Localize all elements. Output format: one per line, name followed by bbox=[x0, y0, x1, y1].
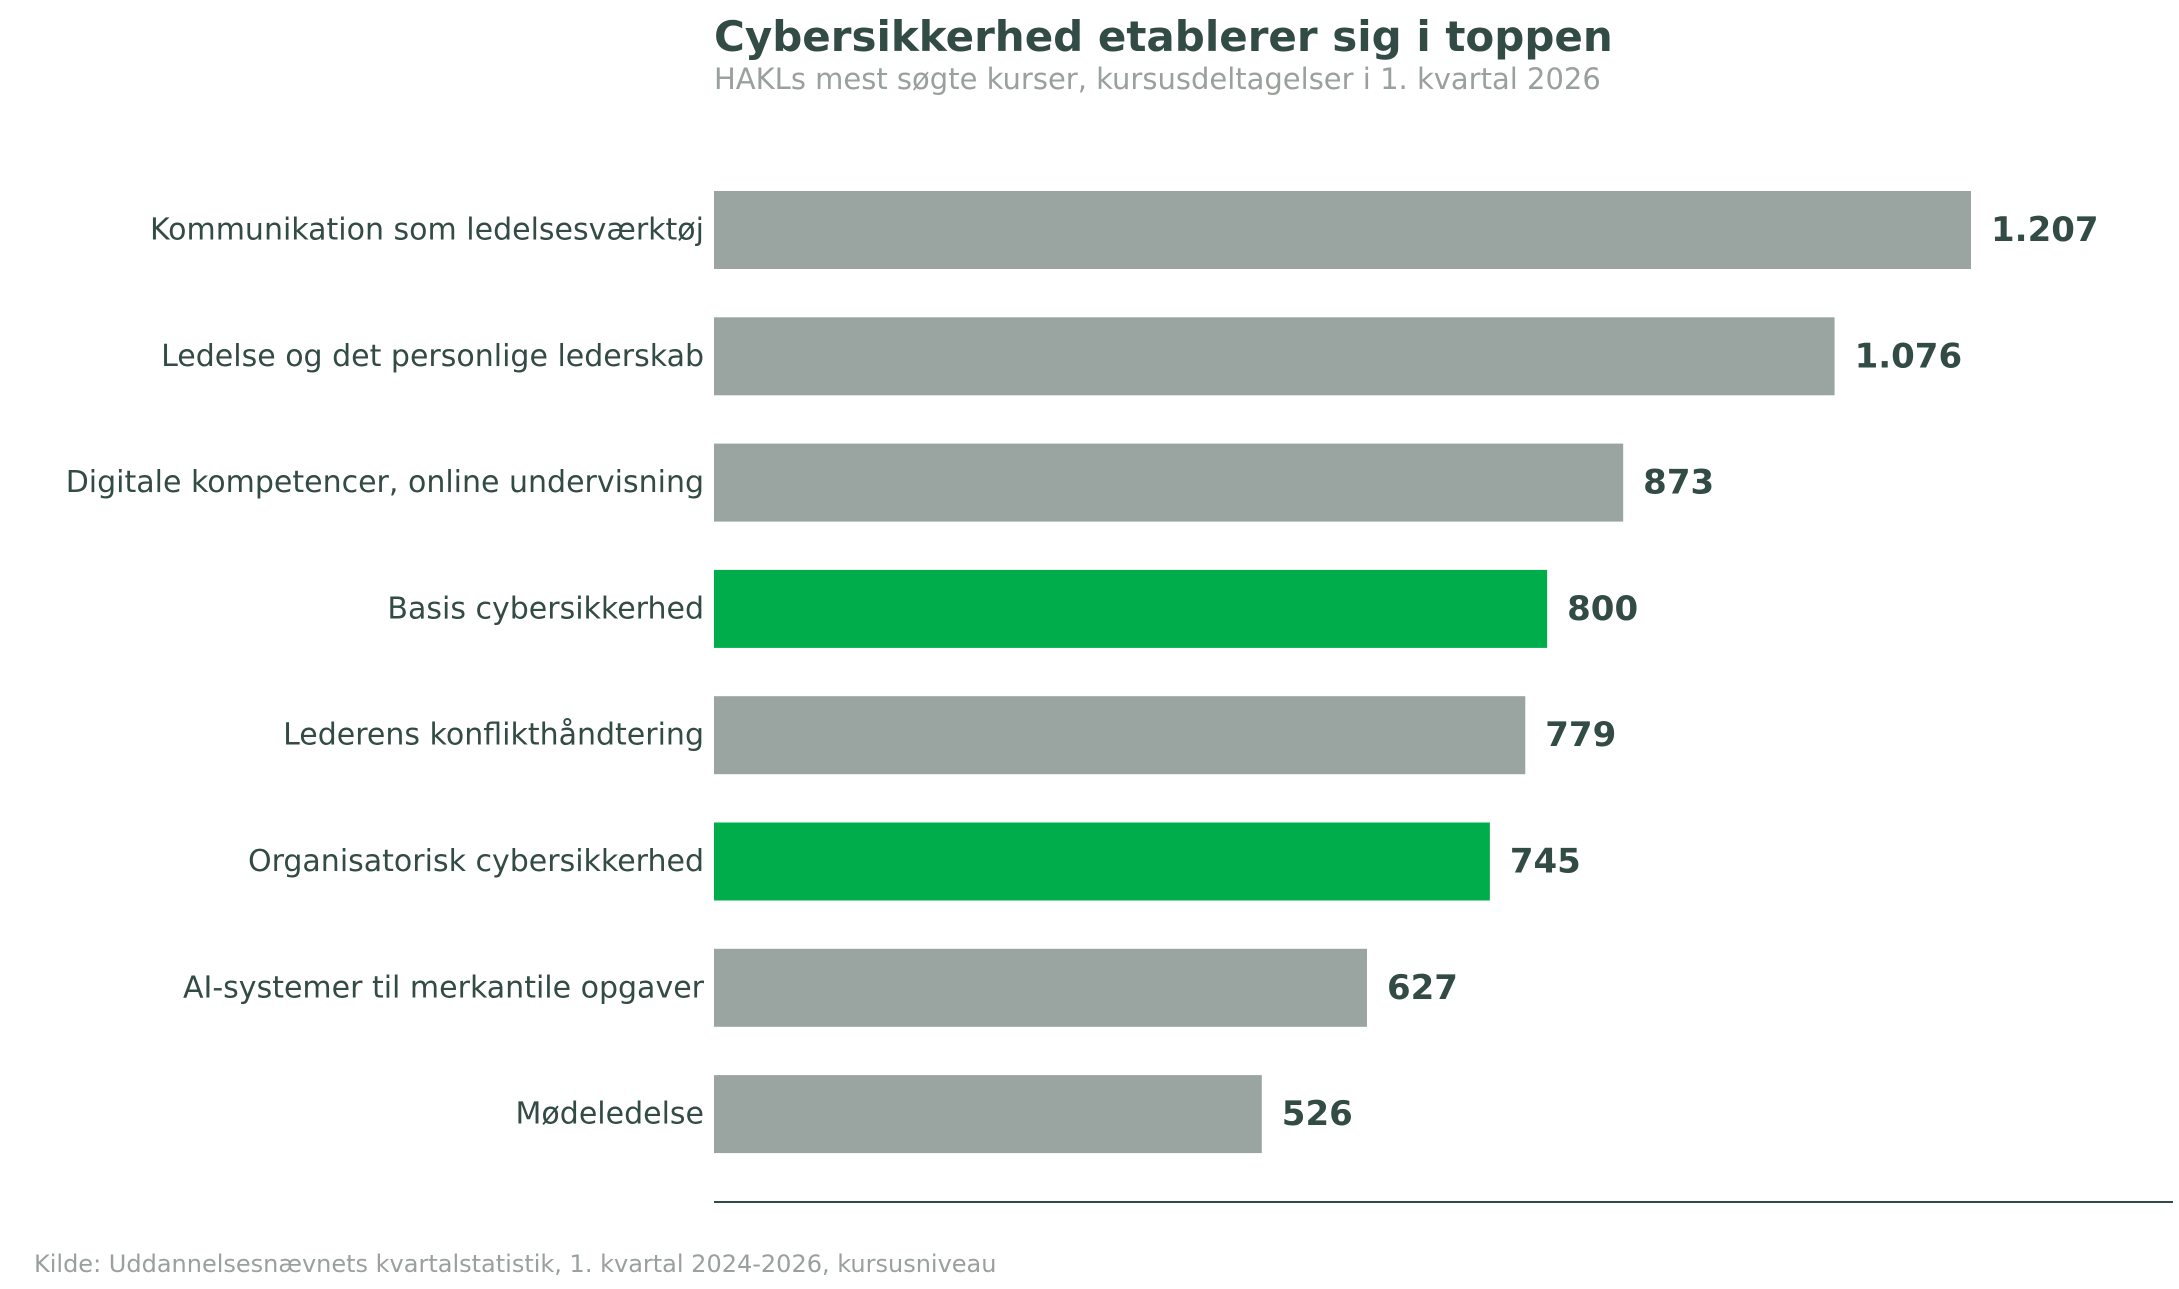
category-label: AI-systemer til merkantile opgaver bbox=[183, 970, 705, 1005]
bar-8 bbox=[714, 1075, 1262, 1154]
category-label: Mødeledelse bbox=[516, 1097, 704, 1132]
bar-7 bbox=[714, 948, 1367, 1027]
value-label: 627 bbox=[1387, 968, 1458, 1008]
bar-5 bbox=[714, 696, 1526, 775]
bar-2 bbox=[714, 317, 1835, 396]
value-label: 779 bbox=[1545, 715, 1616, 755]
category-label: Lederens konflikthåndtering bbox=[283, 718, 704, 753]
category-label: Kommunikation som ledelsesværktøj bbox=[150, 213, 704, 248]
value-label: 745 bbox=[1510, 842, 1581, 882]
category-label: Basis cybersikkerhed bbox=[387, 591, 704, 626]
value-label: 873 bbox=[1643, 463, 1714, 503]
source-note: Kilde: Uddannelsesnævnets kvartalstatist… bbox=[34, 1250, 996, 1278]
category-label: Organisatorisk cybersikkerhed bbox=[248, 844, 704, 879]
value-label: 526 bbox=[1282, 1094, 1353, 1134]
bar-3 bbox=[714, 443, 1624, 522]
value-label: 1.076 bbox=[1855, 336, 1963, 376]
bar-1 bbox=[714, 191, 1971, 269]
bar-4 bbox=[714, 569, 1548, 648]
category-label: Digitale kompetencer, online undervisnin… bbox=[66, 465, 704, 500]
bars-group: Kommunikation som ledelsesværktøj 1.207 Le… bbox=[66, 191, 2099, 1154]
value-label: 800 bbox=[1567, 589, 1638, 629]
chart-title: Cybersikkerhed etablerer sig i toppen bbox=[714, 12, 1613, 61]
chart-subtitle: HAKLs mest søgte kurser, kursusdeltagels… bbox=[714, 62, 1601, 96]
bar-6 bbox=[714, 822, 1490, 901]
value-label: 1.207 bbox=[1991, 210, 2099, 250]
category-label: Ledelse og det personlige lederskab bbox=[161, 339, 704, 374]
